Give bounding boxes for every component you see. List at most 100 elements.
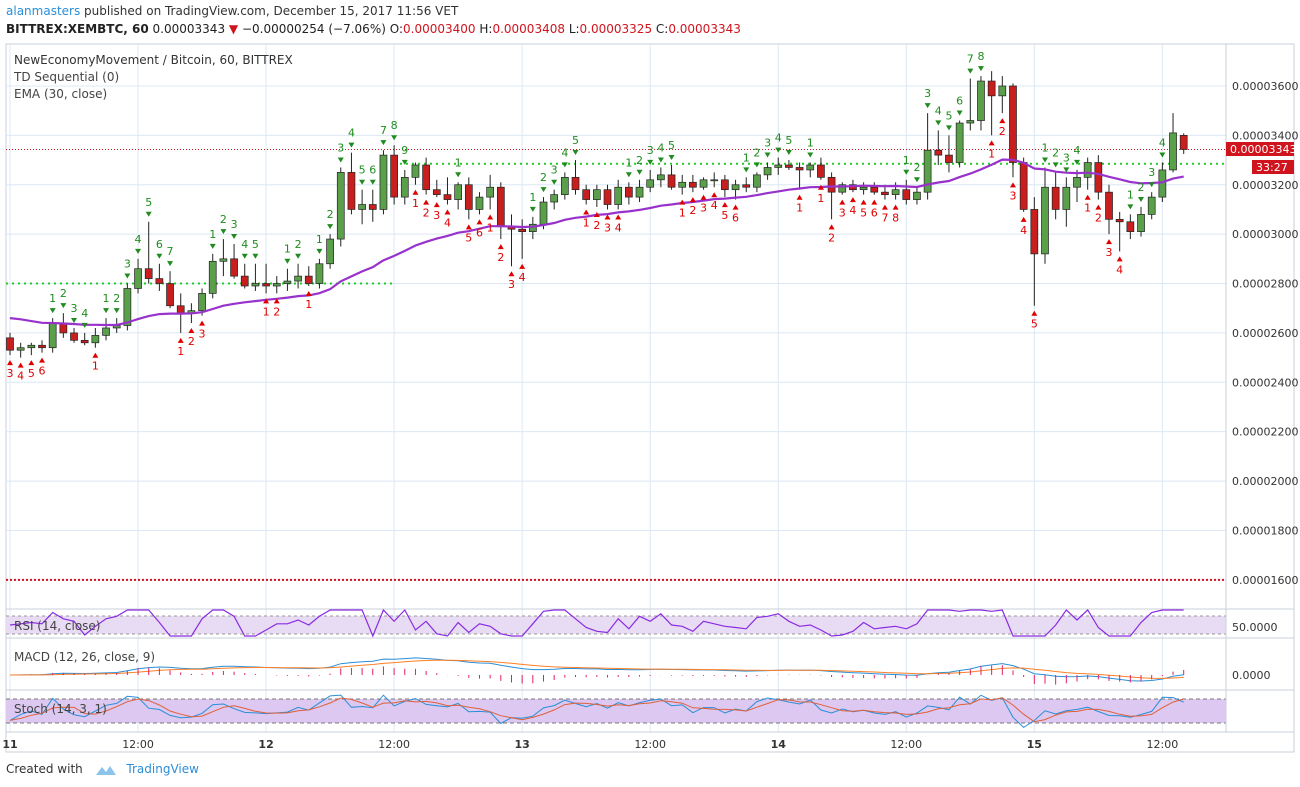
td-down-arrow-icon [145,211,152,217]
candle [870,182,879,195]
candle [955,120,964,168]
author-link[interactable]: alanmasters [6,4,81,18]
candle-body [902,189,911,200]
macd-label[interactable]: MACD (12, 26, close, 9) [14,650,155,664]
rsi-label[interactable]: RSI (14, close) [14,619,100,633]
td-count-label: 7 [967,53,974,66]
candle [230,244,238,279]
candle [240,263,249,289]
candle-body [134,268,142,289]
td-up-arrow-icon [860,199,867,205]
td-count-label: 8 [892,212,899,225]
td-down-arrow-icon [295,253,302,259]
candle-body [689,181,697,188]
countdown-text: 33:27 [1256,161,1288,174]
td-count-label: 2 [1052,146,1059,159]
tradingview-link[interactable]: TradingView [126,762,199,776]
td-up-arrow-icon [679,199,686,205]
td-count-label: 4 [615,221,622,234]
td-down-arrow-icon [1074,159,1080,165]
td-down-arrow-icon [625,172,632,178]
td-count-label: 6 [369,164,376,177]
td-count-label: 2 [327,208,334,221]
td-count-label: 6 [956,95,963,108]
td-count-label: 1 [455,156,462,169]
candle [134,258,142,294]
price-change: −0.00000254 (−7.06%) [241,22,386,36]
candle [528,216,537,240]
time-axis: 11 12:00 12 12:00 13 12:00 14 12:00 15 12:00 [2,731,1226,751]
candle [1115,211,1124,252]
td-down-arrow-icon [753,162,760,168]
price-tick-label: 0.00002400 [1232,376,1298,389]
td-count-label: 7 [380,124,387,137]
candle-body [1051,186,1060,210]
stoch-label[interactable]: Stoch (14, 3, 1) [14,702,107,716]
td-up-arrow-icon [1084,194,1091,200]
candle [667,164,676,190]
legend-td[interactable]: TD Sequential (0) [13,70,119,84]
time-tick-label: 14 [771,738,787,751]
price-tick-label: 0.00002200 [1232,426,1298,439]
candle [913,187,921,205]
candle [432,179,441,198]
td-count-label: 2 [273,305,280,318]
td-down-arrow-icon [167,261,174,267]
candle [6,332,14,356]
candle [1073,169,1081,203]
td-down-arrow-icon [337,157,344,163]
td-count-label: 6 [871,207,878,220]
candle-body [1147,196,1156,215]
candle [1169,113,1177,173]
candle [486,174,494,210]
td-down-arrow-icon [391,135,398,141]
candle-body [432,189,441,195]
candle [38,340,46,353]
candle-body [859,186,868,191]
td-down-arrow-icon [1052,162,1059,168]
td-down-arrow-icon [1127,204,1134,210]
candle-body [144,268,153,279]
td-down-arrow-icon [743,167,750,173]
td-down-arrow-icon [657,157,664,163]
price-tick-label: 0.00002600 [1232,327,1298,340]
td-up-arrow-icon [39,357,46,363]
td-up-arrow-icon [871,199,878,205]
candle [774,157,783,175]
close-label: C: [655,22,669,36]
candle-body [614,186,623,205]
candle-body [283,280,292,284]
td-down-arrow-icon [1063,167,1070,173]
td-down-arrow-icon [1138,196,1145,202]
candle-body [891,189,900,195]
td-up-arrow-icon [17,362,24,368]
td-count-label: 2 [60,287,67,300]
legend-ema[interactable]: EMA (30, close) [14,87,107,101]
td-count-label: 4 [1159,137,1166,150]
td-count-label: 5 [359,164,366,177]
price-tick-label: 0.00003200 [1232,179,1298,192]
td-down-arrow-icon [647,159,654,165]
candle [795,162,804,190]
td-count-label: 2 [188,335,195,348]
td-down-arrow-icon [967,68,974,74]
td-count-label: 6 [476,226,483,239]
td-count-label: 3 [1106,246,1113,259]
td-down-arrow-icon [71,317,78,323]
candle [1041,167,1049,264]
td-count-label: 7 [167,245,174,258]
candle [219,239,228,277]
td-count-label: 2 [423,207,430,220]
td-down-arrow-icon [60,303,67,309]
td-count-label: 5 [145,196,152,209]
td-up-arrow-icon [604,214,611,220]
candle-body [753,174,761,188]
open-value: 0.00003400 [403,22,476,36]
candle-body [923,149,932,193]
candle-body [390,154,398,198]
close-value: 0.00003343 [668,22,741,36]
td-down-arrow-icon [540,187,547,193]
td-count-label: 5 [465,231,472,244]
candle-body [496,186,505,228]
